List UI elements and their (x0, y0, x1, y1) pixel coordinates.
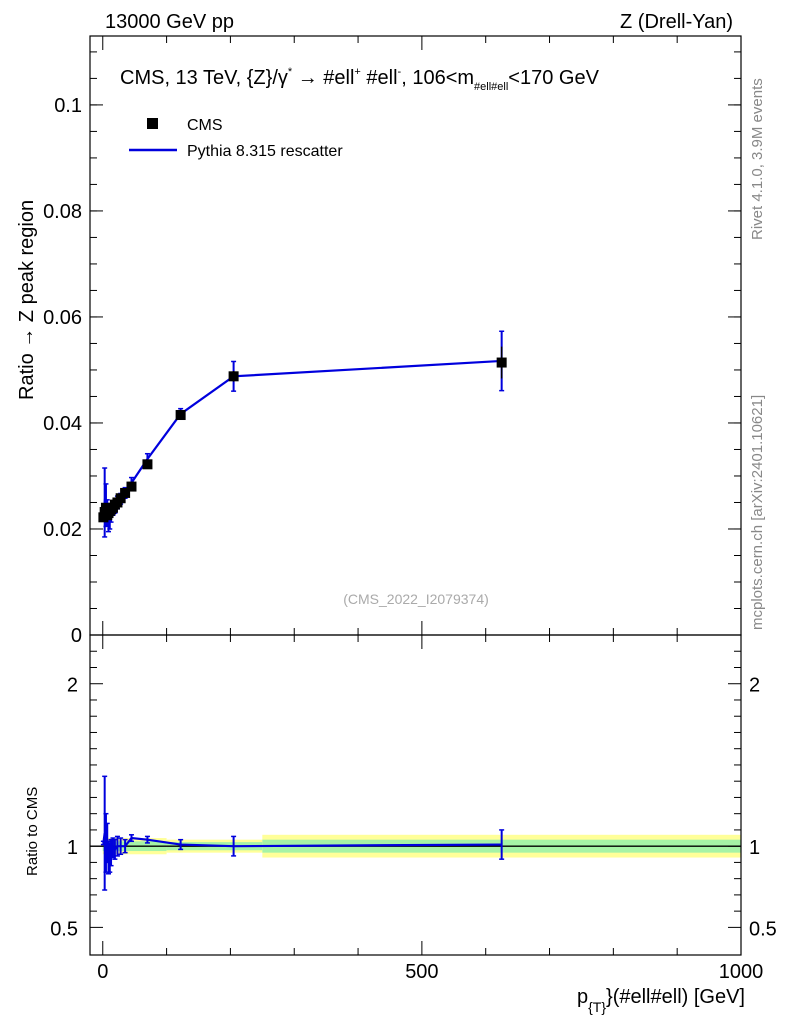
ratio-plot-marks (90, 775, 741, 891)
cms-data-point (126, 481, 137, 492)
ratio-ytick-label: 0.5 (50, 918, 78, 940)
y-axis-label: Ratio → Z peak region (16, 200, 38, 400)
cms-data-point (175, 410, 186, 421)
legend: CMS Pythia 8.315 rescatter (129, 117, 343, 160)
main-ytick-label: 0.04 (43, 413, 82, 435)
ratio-ytick-label-right: 1 (749, 837, 760, 859)
ratio-ytick-label-right: 0.5 (749, 918, 777, 940)
cms-data-point (142, 459, 153, 470)
rivet-label: Rivet 4.1.0, 3.9M events (749, 78, 766, 240)
main-ytick-label: 0.1 (54, 95, 82, 117)
ratio-xtick-label: 1000 (719, 961, 764, 983)
main-ytick-label: 0.02 (43, 519, 82, 541)
main-ytick-label: 0 (71, 625, 82, 647)
legend-label-pythia: Pythia 8.315 rescatter (187, 143, 343, 160)
ratio-ytick-label-right: 2 (749, 675, 760, 697)
analysis-watermark: (CMS_2022_I2079374) (343, 591, 489, 607)
header-left: 13000 GeV pp (105, 11, 234, 33)
header-right: Z (Drell-Yan) (620, 11, 733, 33)
x-axis-label: p{T}}(#ell#ell) [GeV] (577, 986, 745, 1015)
legend-marker-cms (147, 118, 158, 129)
cms-data-point (228, 371, 239, 382)
cms-data-point (115, 493, 126, 504)
ratio-plot-frame (89, 634, 742, 956)
main-ytick-label: 0.08 (43, 201, 82, 223)
cms-data-point (496, 357, 507, 368)
mcplots-label: mcplots.cern.ch [arXiv:2401.10621] (749, 395, 766, 630)
axes: 0 0.02 0.04 0.06 0.08 0.1 0.5 0.5 1 1 2 2 0 500 1000 (43, 36, 777, 983)
ratio-y-axis-label: Ratio to CMS (24, 787, 41, 876)
main-plot-marks (98, 330, 507, 538)
cms-data-point (120, 487, 131, 498)
ratio-xtick-label: 0 (97, 961, 108, 983)
plot-title: CMS, 13 TeV, {Z}/γ* → #ell+ #ell-, 106<m… (120, 66, 600, 93)
ratio-ytick-label: 2 (67, 675, 78, 697)
pythia-line (102, 359, 502, 524)
ratio-ytick-label: 1 (67, 837, 78, 859)
legend-label-cms: CMS (187, 117, 223, 134)
main-ytick-label: 0.06 (43, 307, 82, 329)
ratio-xtick-label: 500 (405, 961, 438, 983)
